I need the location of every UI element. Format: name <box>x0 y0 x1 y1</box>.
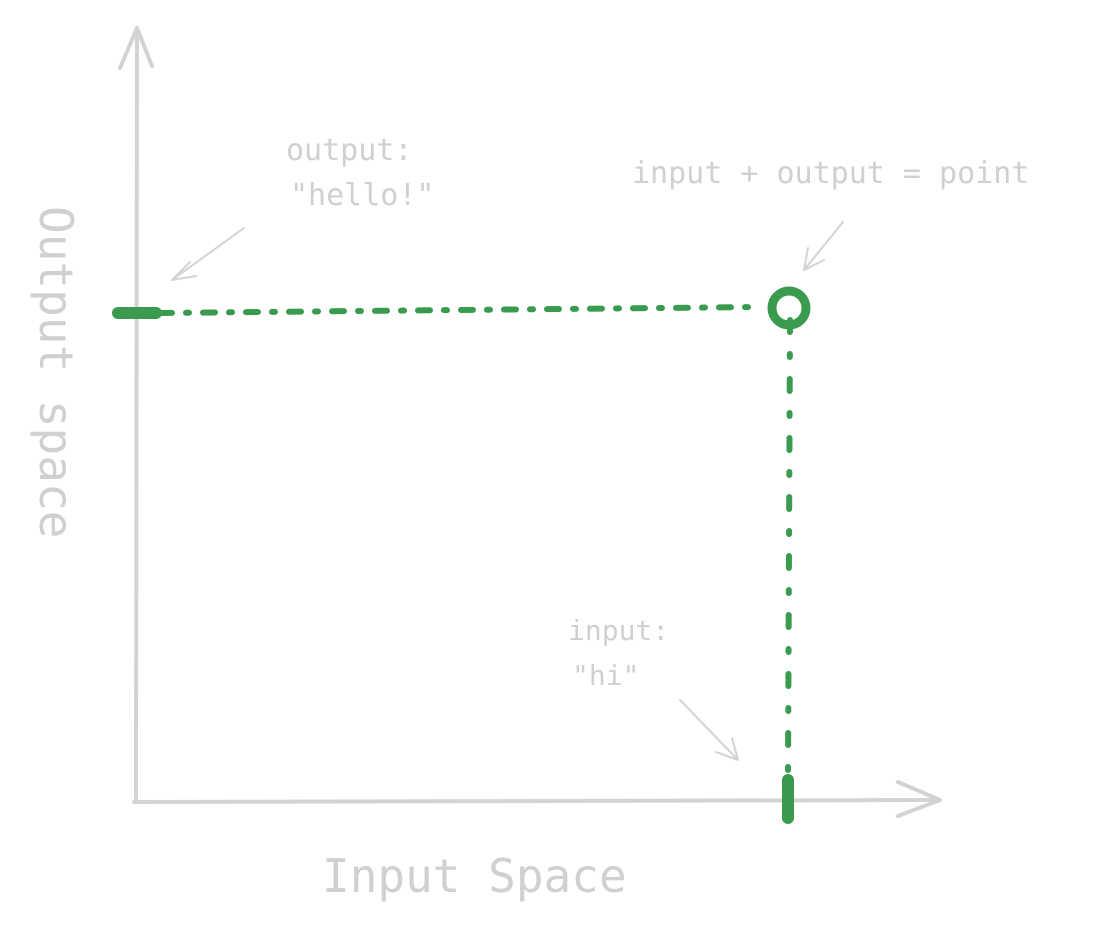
input-label-line1: input: <box>568 614 669 647</box>
vertical-guide-line <box>785 317 793 778</box>
output-arrow <box>171 227 245 281</box>
y-axis-arrowhead <box>118 26 154 70</box>
horizontal-guide-line <box>157 304 763 316</box>
x-axis <box>132 798 940 804</box>
output-label-line2: "hello!" <box>290 178 435 213</box>
input-arrow <box>679 699 739 761</box>
x-axis-label: Input Space <box>322 849 627 903</box>
y-axis <box>134 28 139 804</box>
point-arrow <box>803 221 844 271</box>
point-label: input + output = point <box>632 156 1029 191</box>
input-label-line2: "hi" <box>572 659 639 692</box>
x-axis-arrowhead <box>896 780 942 818</box>
output-label-line1: output: <box>286 133 412 168</box>
y-axis-label: Output space <box>29 206 83 538</box>
